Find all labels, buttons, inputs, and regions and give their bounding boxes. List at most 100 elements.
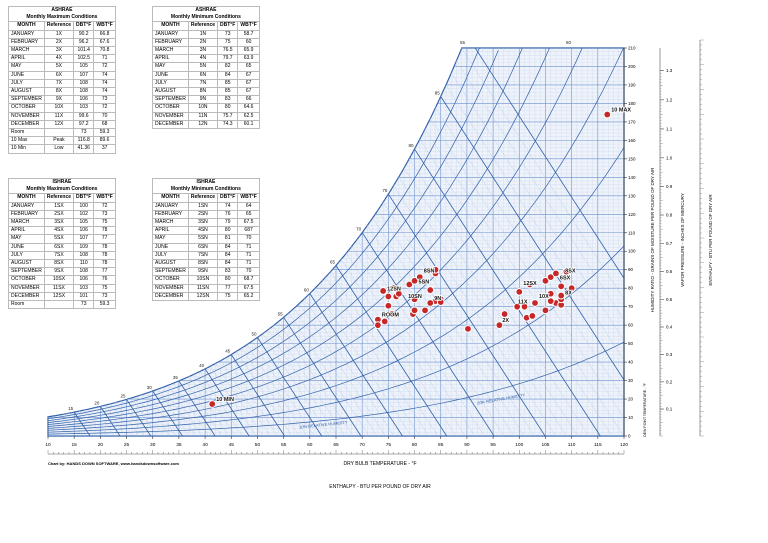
- column-header: WBT°F: [237, 21, 260, 31]
- rh-label: 10% RELATIVE HUMIDITY: [299, 420, 348, 430]
- table-cell: 65: [237, 62, 260, 72]
- table-row: JULY 7N 85 67: [152, 78, 260, 89]
- x-tick-label: 105: [541, 442, 549, 448]
- table-cell: 66.8: [93, 29, 116, 39]
- table-cell: 71: [237, 259, 260, 269]
- point-label: 12SN: [387, 287, 401, 293]
- y-axis-label-humidity: HUMIDITY RATIO - GRAINS OF MOISTURE PER …: [650, 167, 655, 312]
- wet-bulb-label: 15: [68, 406, 74, 411]
- x-tick-label: 115: [594, 442, 602, 448]
- table-cell: 65.9: [237, 46, 260, 56]
- table-title: ASHRAE: [8, 6, 116, 15]
- data-point: [373, 321, 382, 330]
- y-tick-label: 0: [628, 434, 631, 439]
- x-tick-label: 30: [150, 442, 156, 448]
- table-row: MAY 5SN 81 70: [152, 234, 260, 244]
- table-row: NOVEMBER 11X 99.6 70: [8, 111, 116, 121]
- table-row: NOVEMBER 11SN 77 67.5: [152, 283, 260, 293]
- ishrae-min-table: ISHRAE Monthly Minimum Conditions MONTH Ref…: [152, 178, 260, 302]
- y-axis-label-dewpoint: DEW POINT TEMPERATURE - °F: [643, 383, 647, 437]
- wet-bulb-label: 80: [409, 143, 415, 148]
- table-row: JANUARY 1SX 100 72: [8, 201, 116, 211]
- point-label: 10 MAX: [611, 108, 631, 114]
- table-cell: 78: [93, 250, 116, 261]
- table-title: ASHRAE: [152, 6, 260, 15]
- y-tick-label: 190: [628, 82, 636, 87]
- x-tick-label: 40: [202, 442, 208, 448]
- data-point: [426, 286, 435, 294]
- table-cell: 72: [93, 201, 116, 211]
- wet-bulb-label: 55: [278, 311, 284, 316]
- vapor-tick-label: 0.7: [666, 241, 673, 246]
- data-point: [431, 265, 440, 274]
- table-row: SEPTEMBER 9SX 108 77: [8, 267, 116, 277]
- y-tick-label: 150: [628, 156, 636, 161]
- table-cell: 67: [237, 78, 260, 89]
- data-point: [405, 280, 414, 289]
- data-point: [410, 306, 419, 315]
- vapor-tick-label: 1.1: [666, 126, 673, 131]
- table-cell: 70: [93, 111, 116, 121]
- data-point: [557, 291, 566, 300]
- table-cell: 77: [93, 267, 116, 277]
- y-tick-label: 130: [628, 193, 636, 198]
- enthalpy-label: 60: [566, 40, 572, 45]
- x-tick-label: 85: [438, 442, 444, 448]
- data-point: [208, 400, 217, 408]
- y-tick-label: 30: [628, 378, 634, 383]
- table-row: FEBRUARY 2X 96.2 67.6: [8, 37, 116, 48]
- data-point: [436, 298, 445, 306]
- y-tick-label: 90: [628, 267, 634, 272]
- table-row: NOVEMBER 11N 75.7 62.5: [152, 111, 260, 121]
- x-tick-label: 10: [45, 442, 51, 448]
- point-label: 8SX: [565, 268, 576, 274]
- point-label: ROOM: [382, 313, 400, 319]
- table-row: JANUARY 1X 90.2 66.8: [8, 29, 116, 39]
- y-axis-label-vapor: VAPOR PRESSURE - INCHES OF MERCURY: [680, 193, 685, 287]
- table-cell: 78: [93, 242, 116, 252]
- data-point: [515, 287, 524, 296]
- data-point: [546, 273, 555, 282]
- table-row: AUGUST 8SN 84 71: [152, 259, 260, 269]
- chart-credit: Chart by: HANDS DOWN SOFTWARE, www.hands…: [48, 461, 179, 466]
- table-cell: 687: [237, 226, 260, 236]
- data-point: [388, 310, 396, 318]
- table-row: MARCH 3X 101.4 70.8: [8, 46, 116, 56]
- vapor-tick-label: 1.3: [666, 68, 673, 73]
- table-cell: 70: [237, 234, 260, 244]
- y-tick-label: 40: [628, 360, 634, 365]
- chart-area: [47, 47, 625, 437]
- table-row: DECEMBER 12SN 75 65.2: [152, 291, 260, 302]
- vapor-tick-label: 0.6: [666, 269, 673, 274]
- y-tick-label: 170: [628, 119, 636, 124]
- data-point: [426, 299, 435, 307]
- table-row: MAY 5N 82 65: [152, 62, 260, 72]
- data-point: [415, 273, 424, 282]
- x-tick-label: 80: [412, 442, 418, 448]
- table-cell: 78: [93, 259, 116, 269]
- data-point: [379, 287, 388, 295]
- data-point: [546, 297, 555, 306]
- table-cell: 67: [237, 87, 260, 97]
- vapor-tick-label: 0.9: [666, 184, 673, 189]
- chart-axes: 15 20 25 30 35 40 45 50 55 60 65 70 75 80 85 55 60 10 15 20…: [45, 39, 704, 455]
- table-cell: 72: [93, 62, 116, 72]
- table-row: OCTOBER 10SX 106 76: [8, 275, 116, 285]
- data-point: [567, 284, 576, 293]
- ashrae-min-table: ASHRAE Monthly Minimum Conditions MONTH Ref…: [152, 6, 260, 130]
- table-cell: 67.6: [93, 37, 116, 48]
- table-cell: 74: [93, 78, 116, 89]
- data-point: [520, 302, 529, 311]
- table-cell: 65: [237, 209, 260, 220]
- vapor-tick-label: 0.8: [666, 212, 673, 217]
- table-row: JANUARY 1SN 74 64: [152, 201, 260, 211]
- table-cell: 76: [93, 275, 116, 285]
- table-row: NOVEMBER 11SX 103 75: [8, 283, 116, 293]
- table-cell: 89.6: [93, 136, 116, 146]
- point-label: 5SN: [419, 279, 430, 285]
- wet-bulb-label: 40: [199, 363, 205, 368]
- wet-bulb-label: 25: [121, 393, 127, 398]
- table-row: MARCH 3N 76.5 65.9: [152, 46, 260, 56]
- x-tick-label: 100: [515, 442, 523, 448]
